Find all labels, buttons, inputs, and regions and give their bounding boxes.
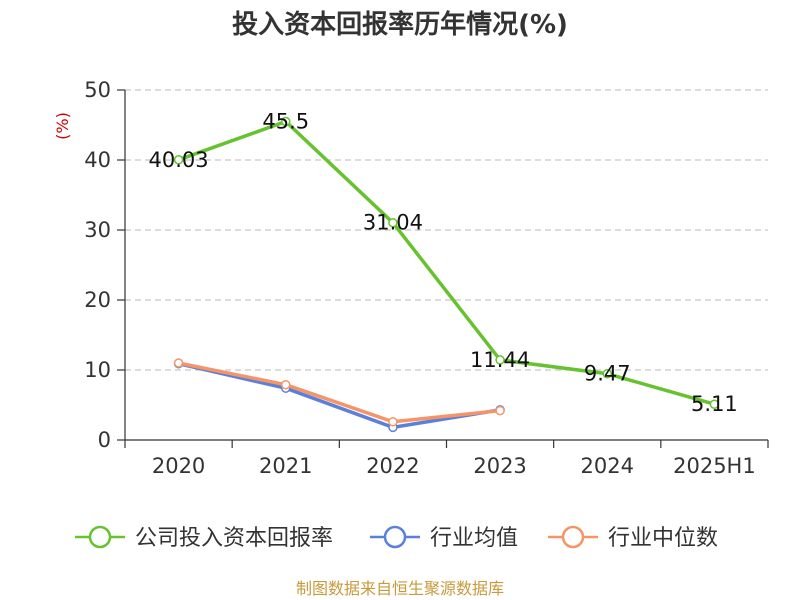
x-tick-label: 2024 <box>581 454 634 478</box>
data-point <box>173 358 184 368</box>
y-tick-label: 0 <box>98 428 111 452</box>
data-point <box>495 355 505 365</box>
x-tick-label: 2022 <box>366 454 419 478</box>
data-label: 5.11 <box>691 392 738 416</box>
x-tick-label: 2020 <box>152 454 205 478</box>
data-labels: 40.03 45.5 31.04 11.44 9.47 5.11 <box>149 110 738 417</box>
legend-entry: 行业中位数 <box>608 526 718 551</box>
data-point <box>281 379 291 390</box>
data-point <box>602 368 612 379</box>
legend-entry: 行业均值 <box>430 526 518 551</box>
data-label: 11.44 <box>470 348 530 372</box>
chart-title: 投入资本回报率历年情况(%) <box>232 9 568 40</box>
legend-swatch-marker <box>88 525 112 549</box>
y-tick-labels: 0 10 20 30 40 50 <box>84 78 111 452</box>
y-tick-label: 50 <box>84 78 111 102</box>
data-point <box>173 155 184 165</box>
source-note: 制图数据来自恒生聚源数据库 <box>296 579 504 598</box>
y-tick-label: 40 <box>84 148 111 172</box>
data-label: 40.03 <box>149 148 209 172</box>
data-point <box>281 116 291 127</box>
data-point <box>388 217 398 228</box>
x-tick-label: 2021 <box>259 454 312 478</box>
y-tick-label: 10 <box>84 358 111 382</box>
data-point <box>709 399 720 409</box>
data-label: 31.04 <box>363 211 423 235</box>
data-label: 9.47 <box>584 362 631 386</box>
series-lines <box>173 116 720 433</box>
series-line-1 <box>178 361 501 430</box>
legend-swatch-marker <box>383 525 407 549</box>
series-line-2 <box>178 361 501 424</box>
legend-swatch-marker <box>561 525 585 549</box>
x-tick-label: 2023 <box>473 454 526 478</box>
axes <box>117 89 769 448</box>
y-axis-label: (%) <box>53 112 72 140</box>
series-line-0 <box>177 119 715 406</box>
x-tick-labels: 2020 2021 2022 2023 2024 2025H1 <box>152 454 756 478</box>
y-tick-label: 20 <box>84 288 111 312</box>
legend-entry: 公司投入资本回报率 <box>135 526 333 551</box>
legend: 公司投入资本回报率 行业均值 行业中位数 <box>75 525 718 551</box>
y-tick-label: 30 <box>84 218 111 242</box>
gridlines <box>125 89 768 371</box>
data-point <box>388 417 398 427</box>
data-point <box>495 405 505 416</box>
x-tick-label: 2025H1 <box>673 454 756 478</box>
data-label: 45.5 <box>262 110 309 134</box>
